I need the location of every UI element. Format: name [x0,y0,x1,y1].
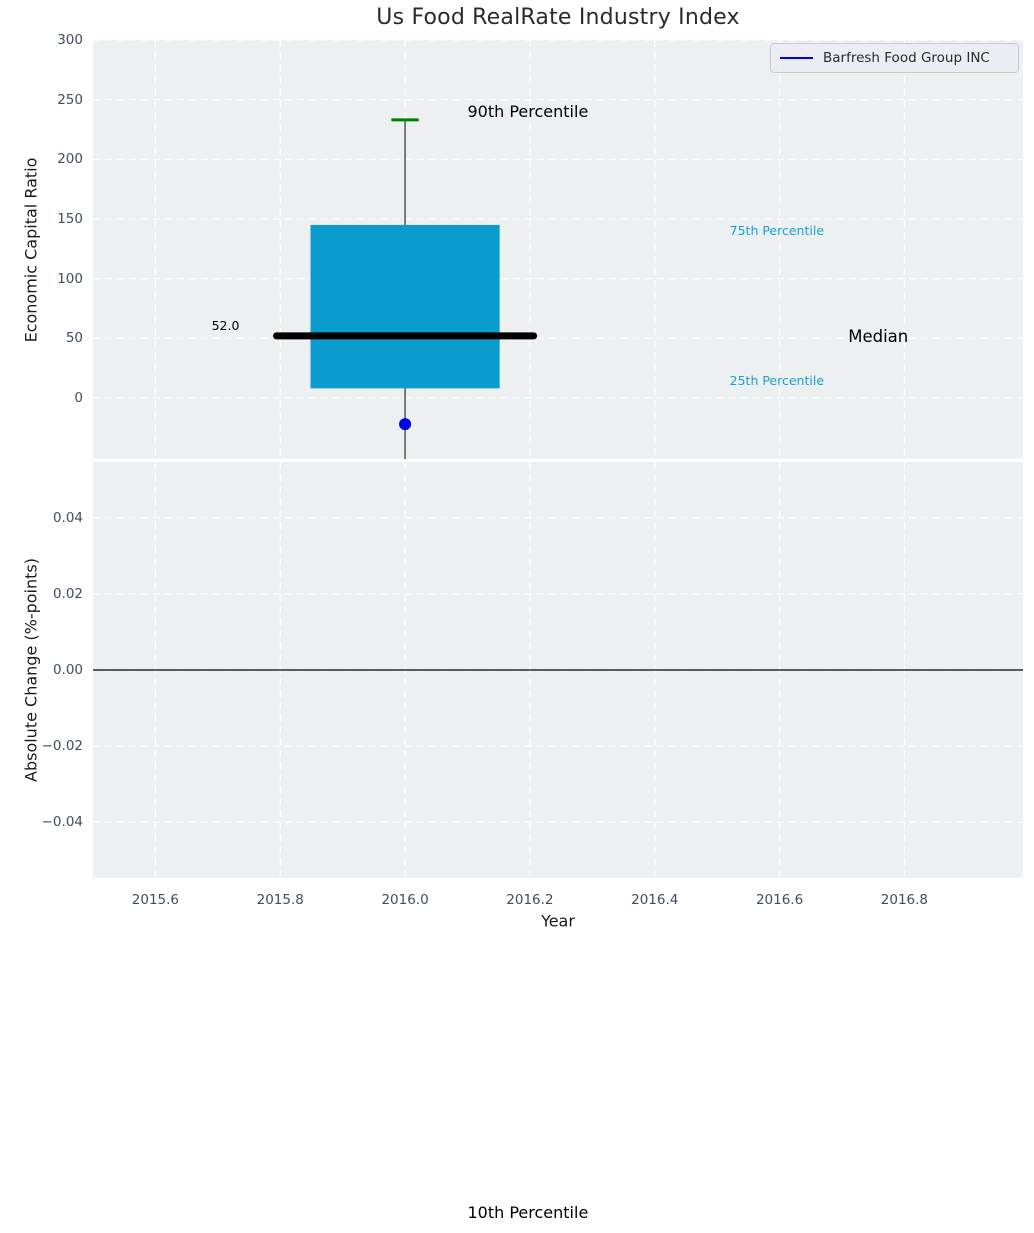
legend-label: Barfresh Food Group INC [823,50,990,66]
boxplot-group [273,118,538,459]
x-tick-label: 2015.6 [131,892,180,908]
x-tick-label: 2016.4 [631,892,679,908]
annotation-median: Median [848,327,909,347]
bottom-y-tick-label: 0.00 [52,662,83,678]
top-y-tick-label: 150 [57,210,83,227]
chart-title: Us Food RealRate Industry Index [376,5,740,30]
x-tick-label: 2016.8 [880,892,929,908]
x-tick-label: 2016.6 [755,892,804,908]
bottom-y-tick-label: 0.04 [52,509,83,526]
annotation-75th-percentile: 75th Percentile [729,222,825,238]
annotation-90th-percentile: 90th Percentile [467,101,589,121]
top-axes-background [93,40,1023,459]
annotation-52-0: 52.0 [211,318,240,334]
legend: Barfresh Food Group INC [770,43,1019,73]
bottom-y-tick-label: −0.02 [41,738,83,755]
x-axis-label: Year [541,911,575,931]
bottom-y-tick-label: 0.02 [52,585,83,602]
top-y-tick-label: 100 [57,270,83,287]
bottom-y-tick-label: −0.04 [41,814,83,831]
company-point-marker [399,418,412,431]
top-y-axis-label: Economic Capital Ratio [21,157,41,342]
top-y-tick-label: 200 [57,151,83,168]
x-tick-label: 2015.8 [256,892,304,908]
top-axes-grid [93,39,1023,459]
x-tick-label: 2016.0 [381,892,429,908]
annotation-25th-percentile: 25th Percentile [729,373,825,389]
iqr-box [310,224,500,389]
x-tick-label: 2016.2 [506,892,554,908]
top-y-tick-label: 300 [57,32,83,48]
top-y-tick-label: 50 [65,330,83,347]
top-y-tick-label: 250 [57,91,83,108]
legend-line-icon [780,57,813,59]
top-y-tick-label: 0 [74,389,83,406]
annotation-10th-percentile: 10th Percentile [467,1202,589,1222]
